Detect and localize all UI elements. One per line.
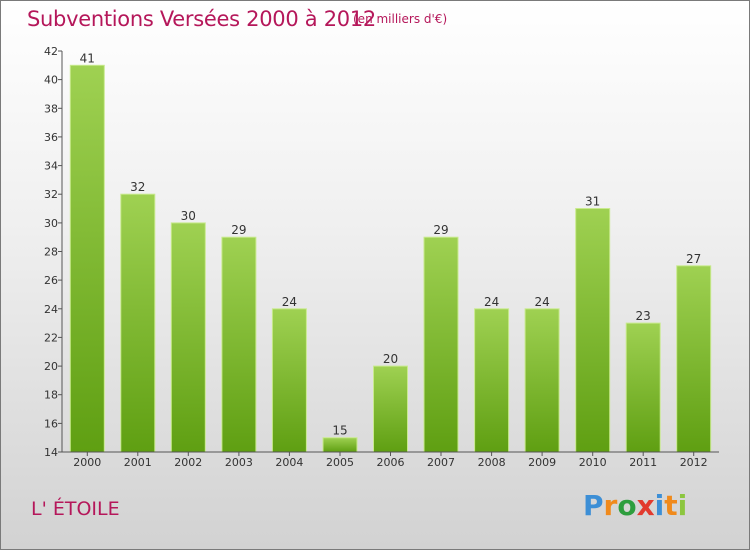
- x-tick-label-2006: 2006: [377, 456, 405, 469]
- y-tick-label-30: 30: [44, 217, 58, 230]
- bar-2001: [120, 193, 156, 453]
- y-tick-label-24: 24: [44, 303, 58, 316]
- y-tick-label-40: 40: [44, 74, 58, 87]
- bar-2004: [271, 308, 307, 453]
- bar-2012: [676, 265, 712, 453]
- logo-letter: P: [583, 489, 604, 522]
- y-tick-label-14: 14: [44, 446, 58, 459]
- data-label-2003: 29: [231, 223, 246, 237]
- y-tick-label-32: 32: [44, 188, 58, 201]
- logo-letter: x: [636, 489, 655, 522]
- data-label-2008: 24: [484, 295, 499, 309]
- data-label-2010: 31: [585, 195, 600, 209]
- y-tick-label-34: 34: [44, 160, 58, 173]
- x-tick-label-2010: 2010: [579, 456, 607, 469]
- data-label-2002: 30: [181, 209, 196, 223]
- commune-name: L' ÉTOILE: [31, 498, 120, 520]
- bar-2000: [69, 64, 105, 453]
- x-tick-label-2002: 2002: [174, 456, 202, 469]
- bar-2005: [322, 437, 358, 453]
- bar-2009: [524, 308, 560, 453]
- x-tick-label-2007: 2007: [427, 456, 455, 469]
- y-tick-label-36: 36: [44, 131, 58, 144]
- logo-letter: i: [654, 489, 665, 522]
- data-label-2000: 41: [80, 51, 95, 65]
- y-tick-label-28: 28: [44, 246, 58, 259]
- x-tick-label-2005: 2005: [326, 456, 354, 469]
- x-tick-label-2011: 2011: [629, 456, 657, 469]
- x-tick-label-2009: 2009: [528, 456, 556, 469]
- logo-letter: i: [677, 489, 688, 522]
- data-label-2004: 24: [282, 295, 297, 309]
- proxiti-logo: Proxiti: [583, 489, 687, 522]
- chart-subtitle: (en milliers d'€): [353, 12, 448, 26]
- y-tick-label-16: 16: [44, 417, 58, 430]
- data-label-2005: 15: [332, 424, 347, 438]
- bar-2006: [373, 365, 408, 453]
- bar-2008: [474, 308, 510, 453]
- y-tick-label-26: 26: [44, 274, 58, 287]
- logo-letter: r: [603, 489, 618, 522]
- bar-2011: [625, 322, 661, 453]
- x-tick-label-2012: 2012: [680, 456, 708, 469]
- logo-letter: t: [664, 489, 678, 522]
- bar-2010: [575, 208, 611, 453]
- x-tick-label-2008: 2008: [478, 456, 506, 469]
- logo-letter: o: [617, 489, 637, 522]
- x-tick-label-2000: 2000: [73, 456, 101, 469]
- x-tick-label-2004: 2004: [275, 456, 303, 469]
- bar-2003: [221, 236, 257, 453]
- data-label-2011: 23: [636, 309, 651, 323]
- bar-2007: [423, 236, 459, 453]
- data-label-2007: 29: [433, 223, 448, 237]
- x-tick-label-2001: 2001: [124, 456, 152, 469]
- data-label-2006: 20: [383, 352, 398, 366]
- data-label-2012: 27: [686, 252, 701, 266]
- bar-2002: [170, 222, 206, 453]
- y-tick-label-38: 38: [44, 102, 58, 115]
- data-label-2009: 24: [534, 295, 549, 309]
- chart-title: Subventions Versées 2000 à 2012: [27, 7, 376, 31]
- y-tick-label-18: 18: [44, 389, 58, 402]
- x-tick-label-2003: 2003: [225, 456, 253, 469]
- y-tick-label-20: 20: [44, 360, 58, 373]
- y-tick-label-42: 42: [44, 45, 58, 58]
- data-label-2001: 32: [130, 180, 145, 194]
- y-tick-label-22: 22: [44, 331, 58, 344]
